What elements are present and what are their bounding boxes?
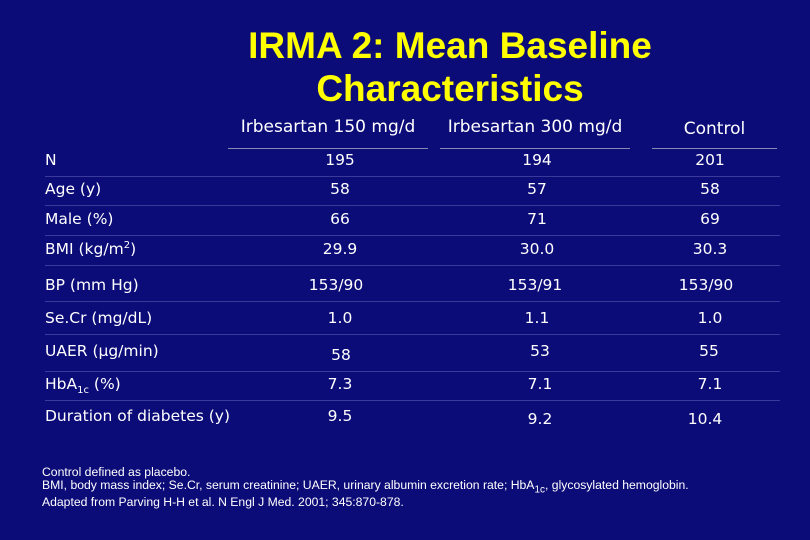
cell-control: 69	[700, 210, 720, 228]
table-row-duration: Duration of diabetes (y) 9.5 9.2 10.4	[0, 407, 810, 431]
column-header-control: Control	[652, 119, 777, 149]
cell-control: 58	[700, 180, 720, 198]
cell-irbesartan-300: 57	[527, 180, 547, 198]
row-label: BP (mm Hg)	[45, 276, 139, 294]
title-line-1: IRMA 2: Mean Baseline	[248, 25, 652, 66]
cell-control: 201	[695, 151, 725, 169]
row-rule	[45, 371, 780, 372]
row-rule	[45, 301, 780, 302]
row-label: Age (y)	[45, 180, 102, 198]
cell-irbesartan-150: 29.9	[322, 240, 358, 258]
table-row-age: Age (y) 58 57 58	[0, 180, 810, 206]
column-header-irbesartan-150: Irbesartan 150 mg/d	[228, 117, 428, 149]
table-row-secr: Se.Cr (mg/dL) 1.0 1.1 1.0	[0, 309, 810, 335]
footnote-abbreviations: BMI, body mass index; Se.Cr, serum creat…	[42, 478, 689, 496]
cell-irbesartan-150: 58	[330, 180, 350, 198]
cell-irbesartan-300: 53	[530, 342, 550, 360]
row-rule	[45, 265, 780, 266]
cell-irbesartan-300: 30.0	[519, 240, 555, 258]
cell-control: 7.1	[697, 375, 723, 393]
cell-irbesartan-150: 195	[325, 151, 355, 169]
row-rule	[45, 205, 780, 206]
table-row-bmi: BMI (kg/m2) 29.9 30.0 30.3	[0, 240, 810, 266]
row-label: Se.Cr (mg/dL)	[45, 309, 153, 327]
cell-irbesartan-300: 194	[522, 151, 552, 169]
cell-irbesartan-300: 1.1	[524, 309, 550, 327]
row-rule	[45, 400, 780, 401]
row-label: BMI (kg/m2)	[45, 240, 137, 259]
table-row-male: Male (%) 66 71 69	[0, 210, 810, 236]
cell-control: 55	[699, 342, 719, 360]
cell-irbesartan-150: 66	[330, 210, 350, 228]
row-rule	[45, 176, 780, 177]
column-header-rule	[228, 148, 428, 149]
row-label: HbA1c (%)	[45, 375, 121, 397]
table-row-bp: BP (mm Hg) 153/90 153/91 153/90	[0, 276, 810, 302]
cell-irbesartan-300: 9.2	[527, 410, 553, 428]
cell-control: 153/90	[678, 276, 734, 294]
cell-irbesartan-150: 58	[331, 346, 351, 364]
cell-irbesartan-150: 7.3	[327, 375, 353, 393]
footnote-source: Adapted from Parving H-H et al. N Engl J…	[42, 495, 404, 510]
title-line-2: Characteristics	[316, 68, 584, 109]
cell-irbesartan-300: 71	[527, 210, 547, 228]
row-rule	[45, 235, 780, 236]
table-row-uaer: UAER (µg/min) 58 53 55	[0, 342, 810, 372]
row-label: N	[45, 151, 57, 169]
slide-title: IRMA 2: Mean Baseline Characteristics	[180, 24, 720, 110]
cell-irbesartan-300: 153/91	[507, 276, 563, 294]
footnote-control: Control defined as placebo.	[42, 465, 191, 479]
row-label: Duration of diabetes (y)	[45, 407, 231, 425]
column-header-rule	[440, 148, 630, 149]
cell-irbesartan-300: 7.1	[527, 375, 553, 393]
cell-control: 10.4	[687, 410, 723, 428]
column-header-rule	[652, 148, 777, 149]
row-label: Male (%)	[45, 210, 114, 228]
table-row-n: N 195 194 201	[0, 151, 810, 177]
footnotes: Control defined as placebo. BMI, body ma…	[42, 466, 742, 509]
cell-irbesartan-150: 9.5	[327, 407, 353, 425]
row-label: UAER (µg/min)	[45, 342, 159, 360]
cell-control: 30.3	[692, 240, 728, 258]
column-header-irbesartan-300: Irbesartan 300 mg/d	[440, 117, 630, 149]
row-rule	[45, 334, 780, 335]
cell-irbesartan-150: 1.0	[327, 309, 353, 327]
table-row-hba1c: HbA1c (%) 7.3 7.1 7.1	[0, 375, 810, 401]
cell-irbesartan-150: 153/90	[308, 276, 364, 294]
cell-control: 1.0	[697, 309, 723, 327]
